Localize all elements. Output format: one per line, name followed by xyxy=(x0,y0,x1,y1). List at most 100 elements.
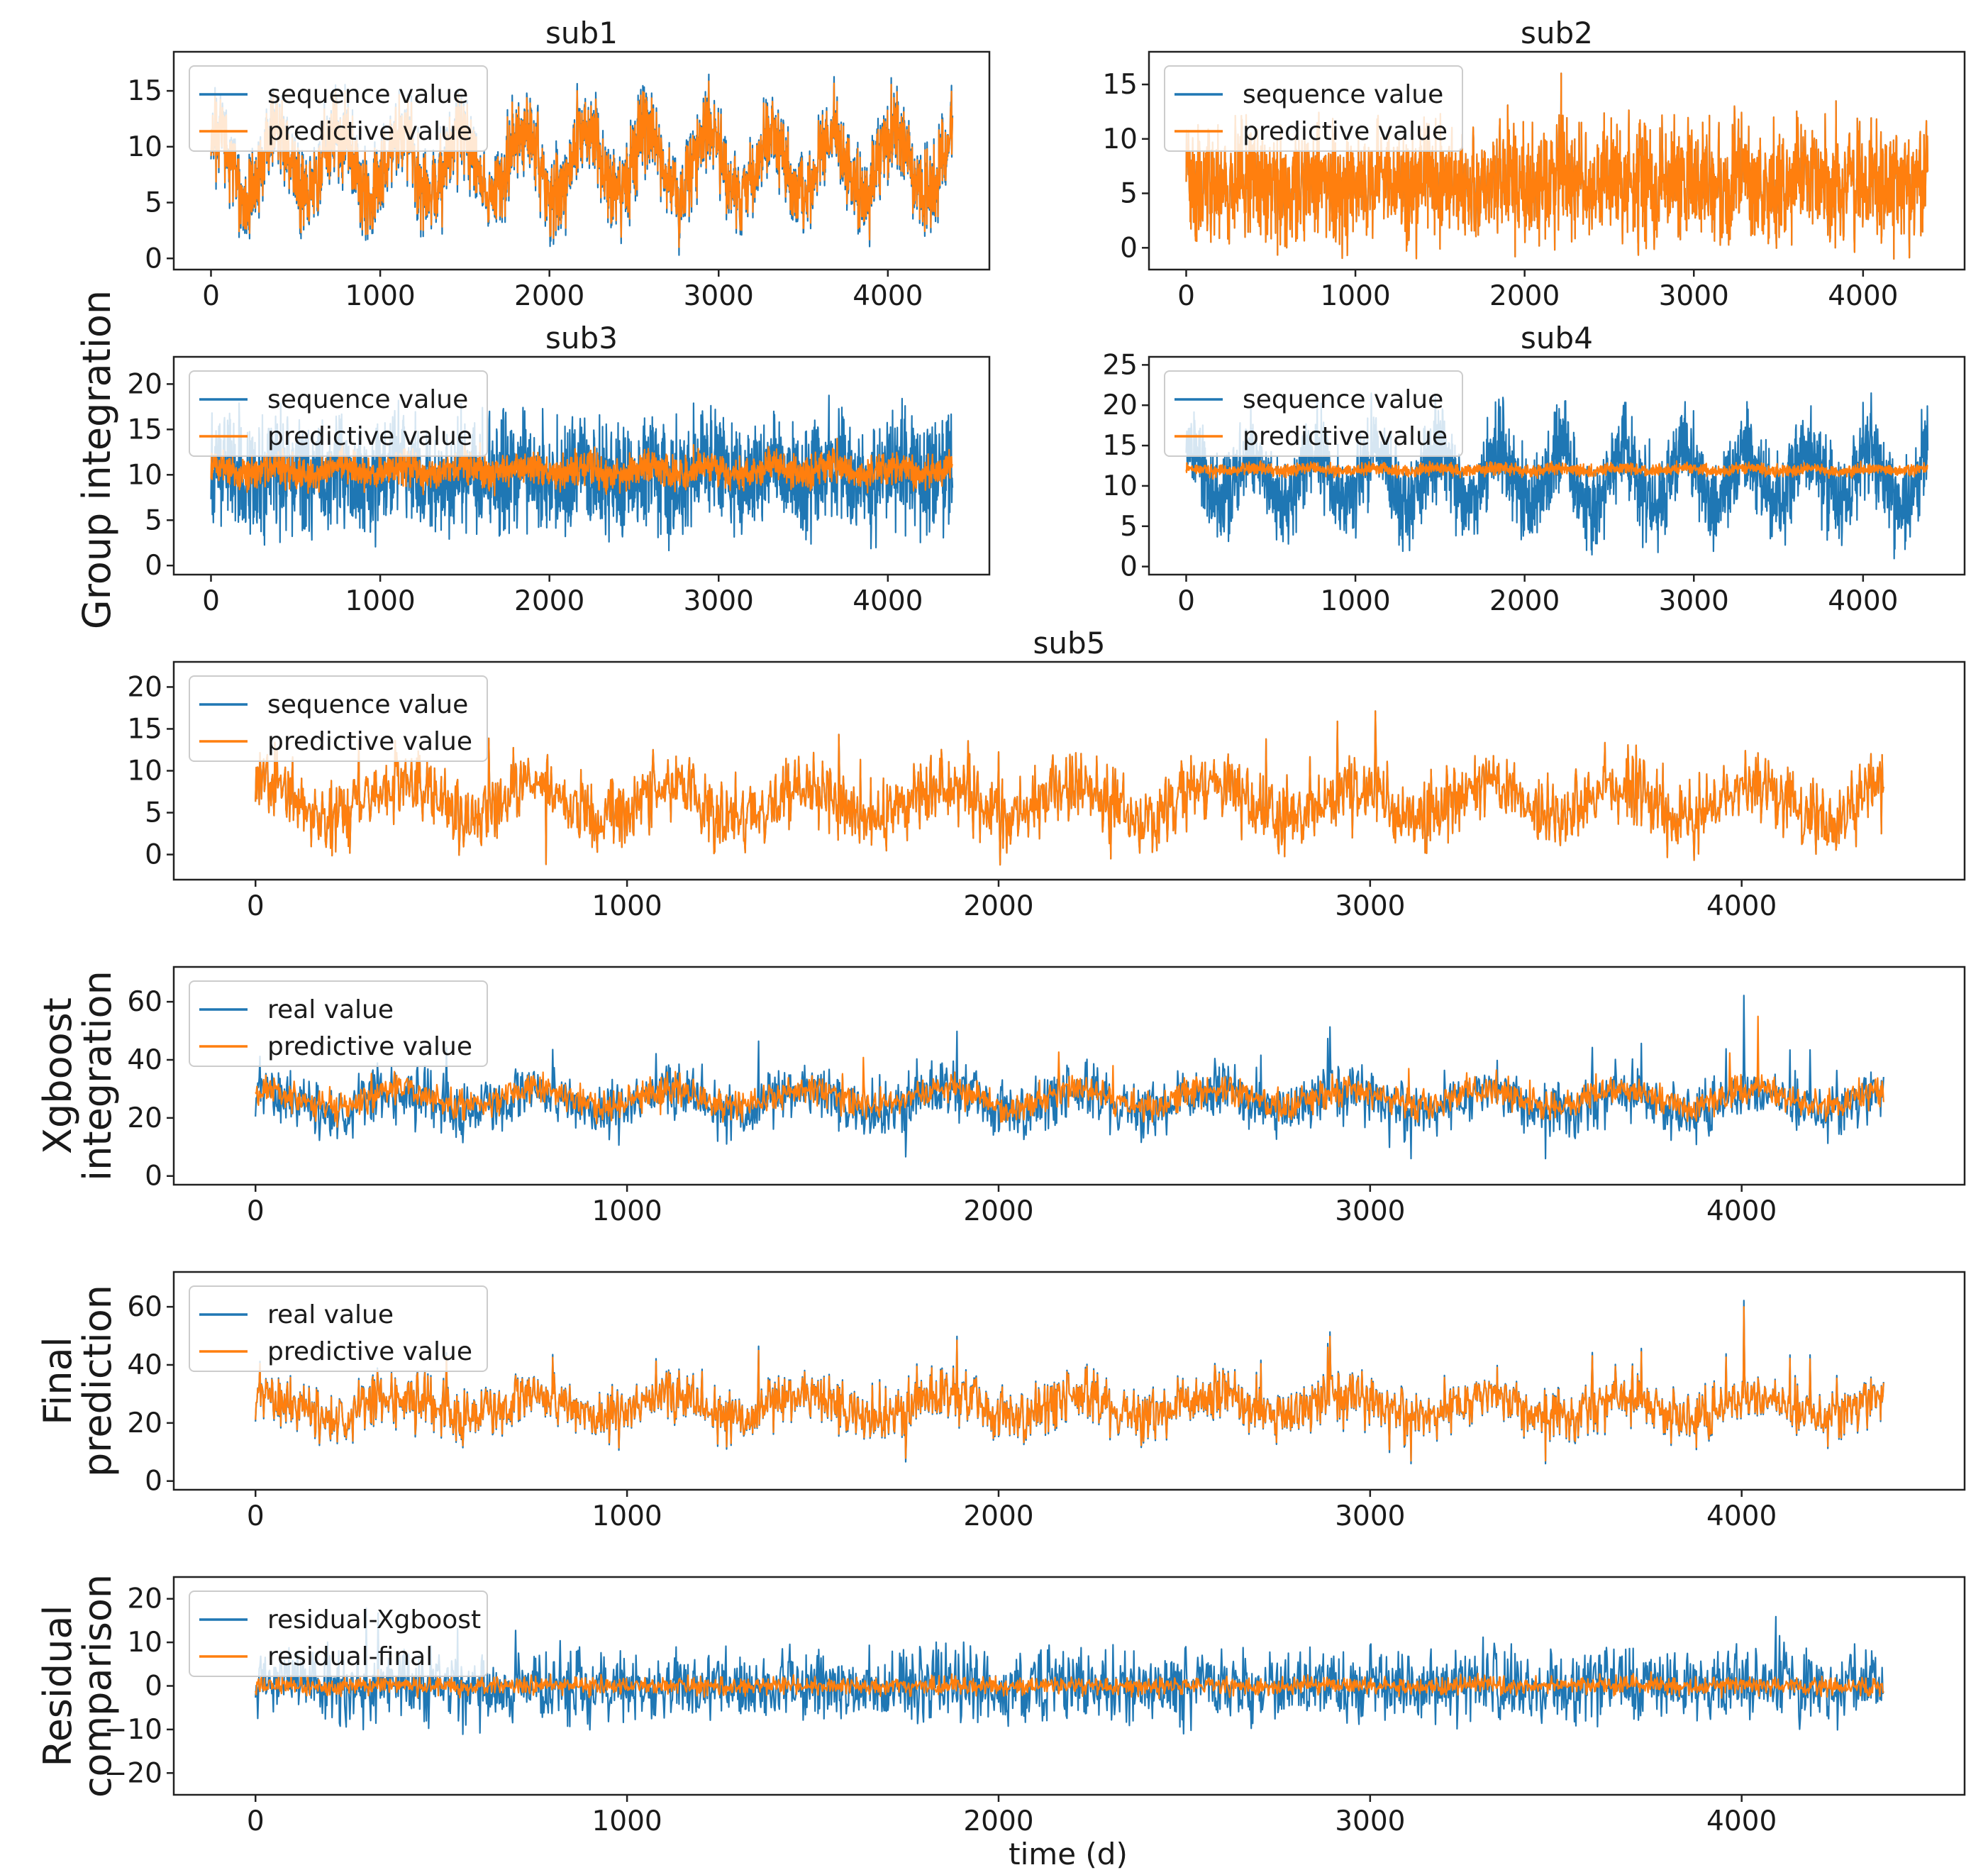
sub4-axes-frame xyxy=(1148,355,1966,576)
chart-xgb: 0 1000 2000 3000 4000 0 20 40 60Xgboostintegrati… xyxy=(35,966,1966,1227)
chart-sub5: 0 1000 2000 3000 4000 0 5 10 15 20 sub5 sequence va… xyxy=(127,626,1966,922)
sub3-ytick-label: 15 xyxy=(127,414,162,446)
sub5-xtick-label: 4000 xyxy=(1706,890,1777,922)
final-xtick-label: 4000 xyxy=(1706,1500,1777,1532)
sub1-legend: sequence value predictive value xyxy=(189,65,488,152)
resid-ylabel: Residualcomparison xyxy=(35,1574,120,1798)
sub4-xtick-label: 4000 xyxy=(1828,585,1898,617)
sub5-legend-label: sequence value xyxy=(267,690,468,719)
sub2-ytick-label: 15 xyxy=(1102,69,1138,101)
xgb-legend-box xyxy=(189,980,488,1067)
xgb-xtick-label: 4000 xyxy=(1706,1195,1777,1227)
sub2-xtick-label: 3000 xyxy=(1659,280,1729,312)
resid-xtick-label: 2000 xyxy=(963,1805,1033,1837)
final-series-1-line xyxy=(255,1306,1884,1462)
sub4-xtick-label: 1000 xyxy=(1320,585,1390,617)
sub2-series-1-line xyxy=(1185,72,1929,260)
sub3-series-1-line xyxy=(210,438,953,497)
sub1-xtick-label: 1000 xyxy=(345,280,415,312)
sub3-xtick-label: 4000 xyxy=(853,585,923,617)
sub2-legend-label: predictive value xyxy=(1243,117,1448,146)
final-ytick-label: 60 xyxy=(127,1291,162,1323)
sub5-xtick-label: 1000 xyxy=(592,890,662,922)
final-ytick-label: 20 xyxy=(127,1407,162,1439)
sub1-ytick-label: 5 xyxy=(145,187,162,219)
sub2-legend-label: sequence value xyxy=(1243,80,1443,109)
chart-sub2: 0 1000 2000 3000 4000 0 5 10 15 sub2 sequence valu… xyxy=(1102,16,1966,312)
sub5-xtick-label: 2000 xyxy=(963,890,1033,922)
sub5-series-1-line xyxy=(255,710,1884,866)
sub2-legend: sequence value predictive value xyxy=(1164,65,1463,152)
sub3-ytick-label: 20 xyxy=(127,368,162,400)
sub3-legend-label: sequence value xyxy=(267,385,468,414)
final-xtick-label: 2000 xyxy=(963,1500,1033,1532)
sub5-legend-box xyxy=(189,675,488,762)
sub5-legend: sequence value predictive value xyxy=(189,675,488,762)
sub3-xtick-label: 0 xyxy=(202,585,220,617)
sub4-series-0-line xyxy=(1185,392,1929,560)
sub4-legend-label: sequence value xyxy=(1243,385,1443,414)
sub1-legend-label: predictive value xyxy=(267,117,472,146)
resid-series-1-line xyxy=(255,1669,1884,1700)
sub3-axes-frame xyxy=(172,355,991,576)
resid-xtick-label: 1000 xyxy=(592,1805,662,1837)
sub2-ytick-label: 5 xyxy=(1120,178,1138,210)
sub5-ytick-label: 0 xyxy=(145,839,162,871)
sub3-legend-box xyxy=(189,370,488,457)
sub1-xtick-label: 4000 xyxy=(853,280,923,312)
final-xtick-label: 1000 xyxy=(592,1500,662,1532)
sub4-legend: sequence value predictive value xyxy=(1164,370,1463,457)
resid-legend: residual-Xgboost residual-final xyxy=(189,1590,488,1677)
xgb-xtick-label: 0 xyxy=(247,1195,265,1227)
xgb-xtick-label: 3000 xyxy=(1335,1195,1405,1227)
sub3-xtick-label: 3000 xyxy=(684,585,754,617)
sub4-series-1-line xyxy=(1185,460,1928,480)
sub2-axes-frame xyxy=(1148,50,1966,271)
sub3-title: sub3 xyxy=(545,321,618,355)
sub3-xtick-label: 2000 xyxy=(514,585,584,617)
final-ytick-label: 0 xyxy=(145,1466,162,1498)
sub5-title: sub5 xyxy=(1033,626,1106,660)
xgb-legend: real value predictive value xyxy=(189,980,488,1067)
resid-ytick-label: 10 xyxy=(127,1627,162,1659)
final-xtick-label: 3000 xyxy=(1335,1500,1405,1532)
sub5-xtick-label: 3000 xyxy=(1335,890,1405,922)
sub4-ytick-label: 0 xyxy=(1120,551,1138,583)
xgb-ytick-label: 60 xyxy=(127,986,162,1018)
sub5-ytick-label: 15 xyxy=(127,713,162,745)
sub1-ytick-label: 0 xyxy=(145,243,162,275)
sub4-ytick-label: 10 xyxy=(1102,470,1138,502)
sub2-legend-box xyxy=(1164,65,1463,152)
sub5-ytick-label: 10 xyxy=(127,756,162,787)
sub2-ytick-label: 10 xyxy=(1102,123,1138,155)
sub3-ytick-label: 0 xyxy=(145,550,162,582)
xgb-ytick-label: 40 xyxy=(127,1044,162,1076)
group-label: Group integration xyxy=(74,290,119,629)
x-axis-label: time (d) xyxy=(1009,1837,1128,1870)
chart-resid: 0 1000 2000 3000 4000 −20 −10 0 10 20Residualcomp… xyxy=(35,1574,1966,1837)
sub1-ytick-label: 10 xyxy=(127,131,162,163)
sub1-legend-label: sequence value xyxy=(267,80,468,109)
sub2-xtick-label: 4000 xyxy=(1828,280,1898,312)
final-ylabel: Finalprediction xyxy=(35,1285,120,1477)
resid-ytick-label: 20 xyxy=(127,1583,162,1615)
sub1-ytick-label: 15 xyxy=(127,75,162,107)
final-legend-box xyxy=(189,1285,488,1372)
sub1-xtick-label: 3000 xyxy=(684,280,754,312)
sub1-xtick-label: 0 xyxy=(202,280,220,312)
sub5-ytick-label: 5 xyxy=(145,797,162,829)
sub4-xtick-label: 2000 xyxy=(1489,585,1560,617)
sub4-ytick-label: 15 xyxy=(1102,430,1138,462)
resid-xtick-label: 0 xyxy=(247,1805,265,1837)
final-axes-frame xyxy=(172,1271,1966,1491)
xgb-xtick-label: 2000 xyxy=(963,1195,1033,1227)
resid-ytick-label: −20 xyxy=(104,1757,162,1789)
final-legend-label: real value xyxy=(267,1300,394,1329)
resid-legend-box xyxy=(189,1590,488,1677)
xgb-ylabel: Xgboostintegration xyxy=(35,970,120,1181)
resid-series-0-line xyxy=(255,1607,1884,1735)
chart-sub1: 0 1000 2000 3000 4000 0 5 10 15 sub1 sequence valu… xyxy=(127,16,991,312)
sub2-xtick-label: 0 xyxy=(1177,280,1195,312)
